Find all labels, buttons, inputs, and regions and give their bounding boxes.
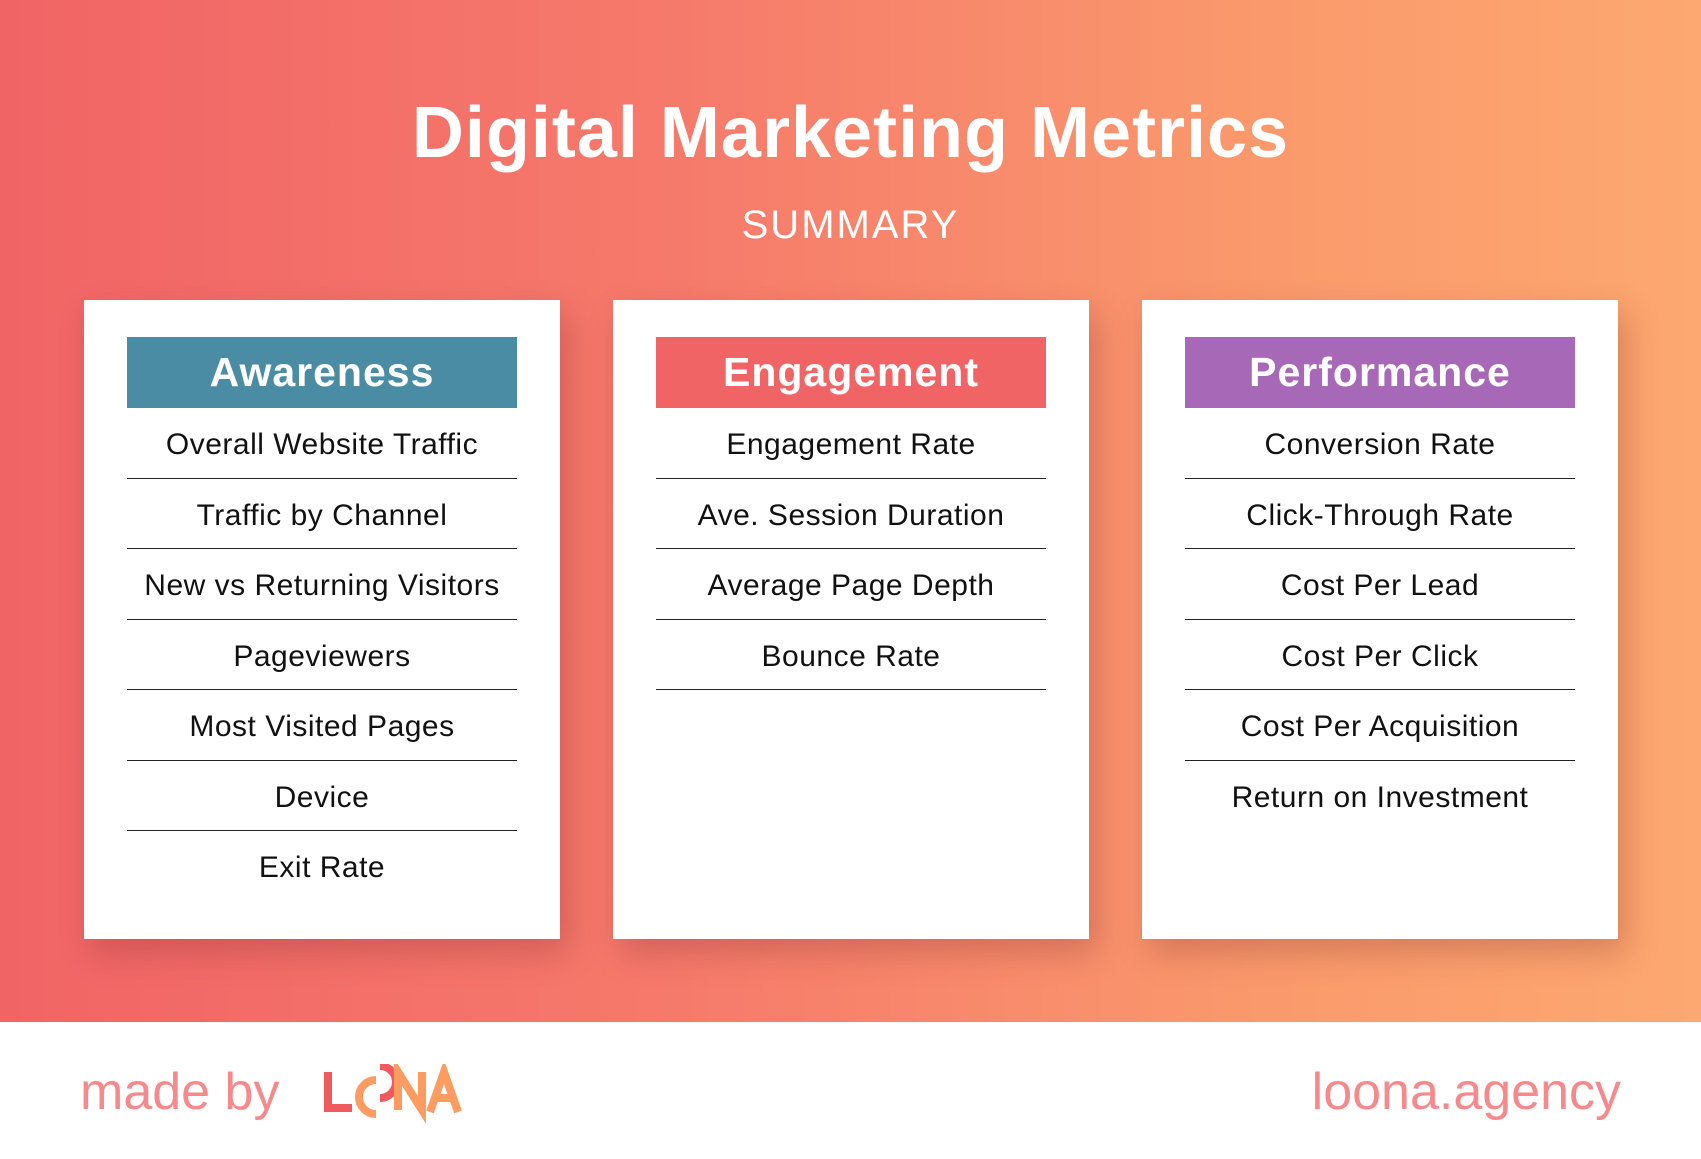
metric-item: New vs Returning Visitors bbox=[127, 549, 517, 620]
metric-item: Engagement Rate bbox=[656, 408, 1046, 479]
card-performance: Performance Conversion Rate Click-Through … bbox=[1142, 300, 1618, 939]
metric-item: Device bbox=[127, 761, 517, 831]
page-title: Digital Marketing Metrics bbox=[411, 93, 1290, 173]
metric-item: Bounce Rate bbox=[656, 620, 1046, 690]
metric-item: Overall Website Traffic bbox=[127, 408, 517, 479]
metric-item: Traffic by Channel bbox=[127, 479, 517, 549]
metric-list: Engagement Rate Ave. Session Duration Aver… bbox=[656, 408, 1046, 690]
metric-list: Overall Website Traffic Traffic by Channe… bbox=[127, 408, 517, 902]
hero-banner: Digital Marketing Metrics SUMMARY Awaren… bbox=[0, 0, 1701, 1022]
metric-item: Exit Rate bbox=[258, 851, 386, 884]
metric-item: Pageviewers bbox=[127, 620, 517, 690]
metric-item: Return on Investment bbox=[1231, 780, 1529, 814]
metric-item: Cost Per Click bbox=[1185, 620, 1575, 690]
metric-item: Conversion Rate bbox=[1185, 408, 1575, 479]
card-engagement: Engagement Engagement Rate Ave. Session Du… bbox=[613, 300, 1089, 939]
card-header: Engagement bbox=[656, 337, 1046, 408]
card-header: Performance bbox=[1185, 337, 1575, 408]
metric-item: Ave. Session Duration bbox=[656, 479, 1046, 549]
card-awareness: Awareness Overall Website Traffic Traffic … bbox=[84, 300, 560, 939]
metric-item: Average Page Depth bbox=[656, 549, 1046, 620]
card-header: Awareness bbox=[127, 337, 517, 408]
metric-item: Most Visited Pages bbox=[127, 690, 517, 761]
metric-item: Cost Per Acquisition bbox=[1185, 690, 1575, 761]
metric-item: Click-Through Rate bbox=[1185, 479, 1575, 549]
website-link[interactable]: loona.agency bbox=[1311, 1063, 1621, 1121]
made-by-label: made by bbox=[80, 1063, 280, 1121]
metric-list: Conversion Rate Click-Through Rate Cost Pe… bbox=[1185, 408, 1575, 831]
loona-logo bbox=[324, 1064, 462, 1124]
page-subtitle: SUMMARY bbox=[741, 203, 960, 247]
metric-item: Cost Per Lead bbox=[1185, 549, 1575, 620]
